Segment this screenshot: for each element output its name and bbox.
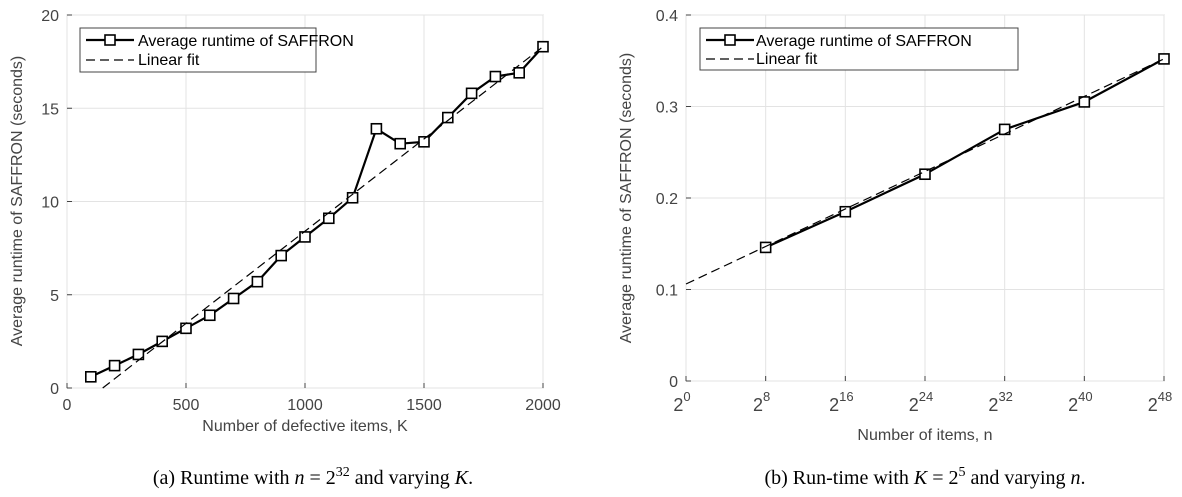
y-tick-label-a: 15 (41, 101, 59, 118)
legend-box-b (699, 27, 1019, 71)
runtime-marker-b (919, 168, 931, 181)
legend-a: Average runtime of SAFFRON Linear fit (79, 27, 354, 73)
runtime-marker-a (204, 309, 216, 322)
runtime-marker-a (394, 137, 407, 150)
x-tick-label-b: 216 (829, 389, 853, 415)
runtime-marker-a (227, 292, 240, 305)
y-tick-label-b: 0.1 (656, 283, 678, 300)
x-tick-label-a: 500 (173, 397, 200, 414)
runtime-marker-a (370, 122, 383, 135)
x-tick-label-a: 2000 (525, 397, 561, 414)
runtime-marker-b (839, 205, 852, 218)
y-axis-label-b: Average runtime of SAFFRON (seconds) (618, 53, 635, 343)
runtime-marker-a (513, 67, 526, 79)
y-tick-label-a: 20 (41, 8, 59, 25)
y-tick-label-a: 10 (41, 195, 59, 212)
runtime-marker-a (251, 275, 264, 288)
y-tick-label-b: 0 (669, 374, 678, 391)
x-axis-label-b: Number of items, n (857, 427, 992, 444)
runtime-marker-a (465, 87, 478, 100)
y-tick-label-a: 5 (50, 288, 59, 305)
runtime-marker-a (537, 40, 549, 53)
runtime-marker-b (759, 241, 772, 254)
runtime-marker-a (441, 111, 454, 124)
y-tick-label-b: 0.3 (656, 100, 678, 117)
runtime-marker-b (1158, 53, 1170, 65)
legend-label-runtime-a: Average runtime of SAFFRON (138, 33, 354, 50)
x-tick-label-b: 240 (1068, 389, 1092, 415)
legend-marker-runtime-b (724, 34, 736, 46)
series-a (85, 40, 549, 389)
runtime-marker-a (108, 359, 121, 372)
x-tick-label-b: 232 (988, 389, 1012, 415)
ticks-b: 0 0.1 0.2 0.3 0.4 20 28 216 224 232 240 248 (656, 8, 1172, 415)
series-b (685, 53, 1170, 285)
x-tick-label-b: 20 (673, 389, 690, 415)
legend-marker-runtime-a (104, 34, 116, 46)
chart-b: 0 0.1 0.2 0.3 0.4 20 28 216 224 232 240 248 Average… (618, 8, 1172, 489)
legend-box-a (79, 27, 317, 73)
runtime-marker-a (85, 371, 97, 383)
runtime-marker-a (489, 70, 502, 83)
caption-a: (a) Runtime with n = 232 and varying K. (153, 465, 473, 489)
legend-b: Average runtime of SAFFRON Linear fit (699, 27, 1019, 71)
runtime-marker-a (275, 249, 288, 262)
ticks-a: 0 5 10 15 20 0 500 1000 1500 2000 (41, 8, 561, 414)
runtime-marker-a (180, 322, 192, 335)
runtime-marker-a (132, 348, 145, 361)
x-tick-label-a: 1500 (406, 397, 442, 414)
y-tick-label-a: 0 (50, 381, 59, 398)
y-tick-label-b: 0.2 (656, 191, 678, 208)
legend-label-fit-a: Linear fit (138, 52, 200, 69)
linear-fit-line-a (102, 46, 544, 389)
legend-label-runtime-b: Average runtime of SAFFRON (756, 33, 972, 50)
runtime-line-b (765, 57, 1165, 249)
y-tick-label-b: 0.4 (656, 8, 678, 25)
x-tick-label-a: 0 (63, 397, 72, 414)
x-tick-label-b: 224 (909, 389, 933, 415)
x-tick-label-b: 248 (1148, 389, 1172, 415)
runtime-marker-a (418, 136, 430, 148)
caption-b: (b) Run-time with K = 25 and varying n. (764, 465, 1085, 489)
x-tick-label-a: 1000 (287, 397, 323, 414)
y-axis-label-a: Average runtime of SAFFRON (seconds) (9, 56, 26, 346)
legend-label-fit-b: Linear fit (756, 51, 818, 68)
linear-fit-line-b (685, 58, 1165, 285)
chart-a: 0 5 10 15 20 0 500 1000 1500 2000 Average runtime… (9, 8, 561, 489)
x-tick-label-b: 28 (753, 389, 770, 415)
x-axis-label-a: Number of defective items, K (202, 418, 408, 435)
runtime-marker-a (299, 231, 311, 243)
